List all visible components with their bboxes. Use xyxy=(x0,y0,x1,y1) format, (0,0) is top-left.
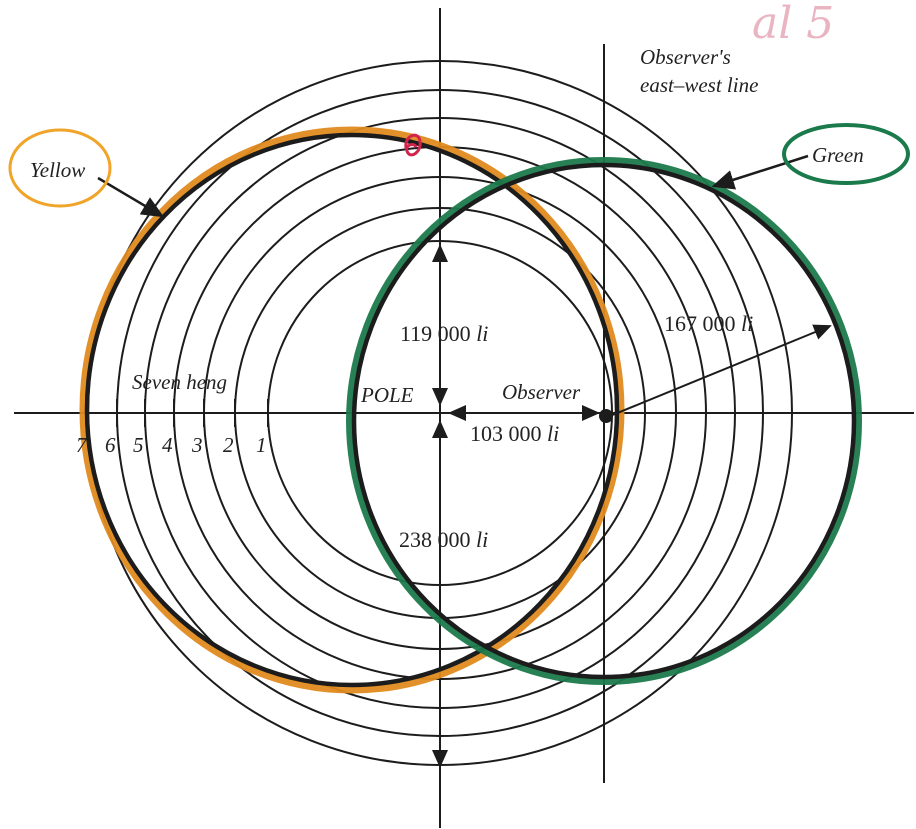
distance-167000-label: 167 000 li xyxy=(664,311,753,336)
observer-label: Observer xyxy=(502,380,581,404)
pole-mark xyxy=(404,133,422,157)
heng-number-1: 1 xyxy=(256,433,267,457)
green-path xyxy=(351,162,857,680)
yellow-pointer-arrow xyxy=(97,176,165,218)
seven-heng-label: Seven heng xyxy=(132,370,227,394)
heng-number-5: 5 xyxy=(133,433,144,457)
heng-number-3: 3 xyxy=(191,433,203,457)
east-west-line-label-2: east–west line xyxy=(640,73,758,97)
heng-number-4: 4 xyxy=(162,433,173,457)
yellow-path-highlight xyxy=(79,126,625,694)
distance-103000-label: 103 000 li xyxy=(470,421,559,446)
heng-number-7: 7 xyxy=(76,433,88,457)
corner-scribble: al 5 xyxy=(752,0,834,49)
distance-119000-label: 119 000 li xyxy=(400,321,488,346)
observer-point xyxy=(599,409,613,423)
yellow-label: Yellow xyxy=(30,158,85,182)
green-path-highlight xyxy=(346,157,862,685)
distance-238000-label: 238 000 li xyxy=(399,527,488,552)
green-pointer-arrow xyxy=(711,154,809,190)
green-label-ring xyxy=(782,123,910,185)
east-west-line-label-1: Observer's xyxy=(640,45,731,69)
heng-number-2: 2 xyxy=(223,433,234,457)
yellow-label-ring xyxy=(8,128,112,208)
green-label: Green xyxy=(812,143,864,167)
pole-label: POLE xyxy=(360,383,414,407)
arrow-167000-radius xyxy=(609,324,832,417)
heng-number-6: 6 xyxy=(105,433,116,457)
